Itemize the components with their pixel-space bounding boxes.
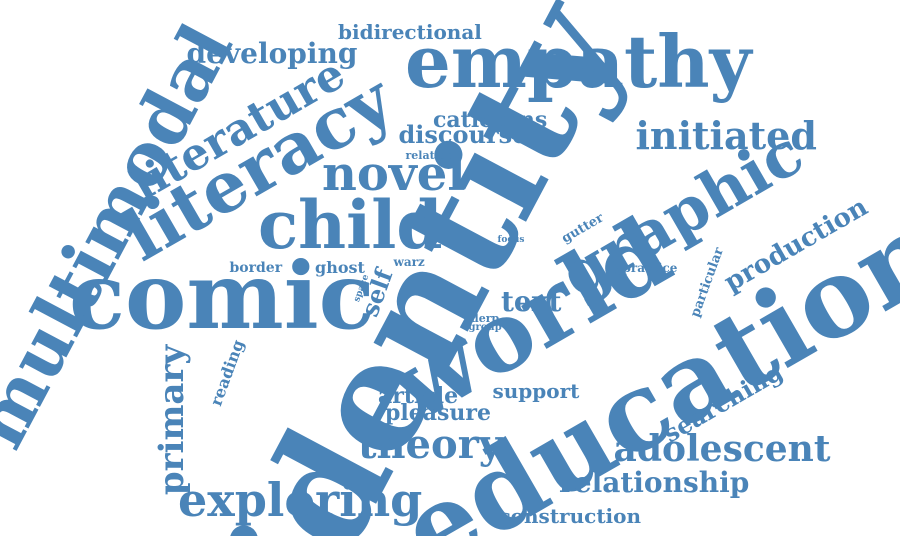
word-derp: derp bbox=[471, 311, 500, 325]
word-ghost: ghost bbox=[315, 258, 365, 277]
word-empathy: empathy bbox=[405, 19, 752, 104]
word-construction: construction bbox=[498, 504, 642, 528]
word-primary: primary bbox=[152, 344, 193, 496]
word-developing: developing bbox=[186, 37, 358, 70]
word-initiated: initiated bbox=[635, 113, 817, 158]
word-discourse: discourse bbox=[398, 120, 528, 149]
word-exploring: exploring bbox=[178, 473, 423, 527]
word-pleasure: pleasure bbox=[385, 400, 491, 426]
word-text: text bbox=[501, 285, 562, 318]
word-practice: practice bbox=[622, 261, 678, 275]
word-border: border bbox=[229, 260, 283, 276]
word-novel: novel bbox=[322, 146, 466, 202]
word-article: article bbox=[378, 383, 459, 409]
word-focus: focus bbox=[497, 234, 525, 245]
word-bidirectional: bidirectional bbox=[338, 20, 482, 44]
word-adolescent: adolescent bbox=[613, 428, 831, 470]
word-caticorns: caticorns bbox=[433, 107, 548, 133]
word-comic: comic bbox=[69, 242, 375, 350]
word-warz: warz bbox=[393, 255, 425, 269]
word-child: child bbox=[258, 186, 443, 264]
word-relationship: relationship bbox=[559, 466, 750, 499]
word-group: group bbox=[468, 322, 502, 333]
word-theory: theory bbox=[358, 421, 503, 468]
word-support: support bbox=[492, 379, 580, 403]
word-relation: relation bbox=[405, 148, 455, 162]
